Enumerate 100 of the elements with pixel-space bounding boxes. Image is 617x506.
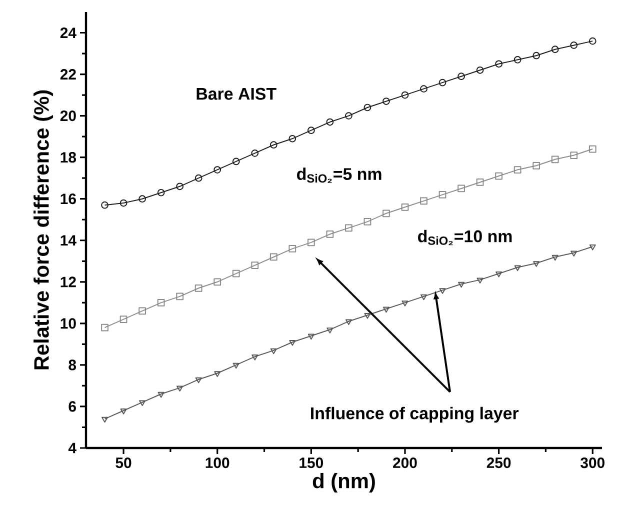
point <box>307 238 315 246</box>
point <box>420 85 428 93</box>
point <box>176 292 184 300</box>
x-tick-label: 150 <box>300 457 324 468</box>
y-tick-label: 12 <box>60 276 76 288</box>
point <box>345 112 352 120</box>
point <box>551 156 559 164</box>
point <box>382 306 390 313</box>
point <box>552 254 558 261</box>
point <box>570 250 578 257</box>
point <box>476 278 484 284</box>
point <box>214 371 221 377</box>
point <box>382 210 390 218</box>
point <box>288 134 296 142</box>
y-axis-title: Relative force difference (%) <box>34 90 54 370</box>
point <box>214 278 222 286</box>
point <box>402 300 408 306</box>
y-tick-label: 24 <box>60 28 76 38</box>
point <box>176 386 184 392</box>
point <box>120 408 127 414</box>
point <box>195 377 202 384</box>
x-tick-label: 250 <box>486 457 511 468</box>
point <box>420 294 428 300</box>
y-tick-label: 14 <box>60 235 76 246</box>
point <box>326 230 334 238</box>
point <box>138 307 146 315</box>
point <box>364 218 372 226</box>
point <box>476 178 484 186</box>
point <box>232 362 240 369</box>
point <box>120 199 128 207</box>
point <box>139 400 146 406</box>
y-tick-label: 16 <box>60 194 76 204</box>
point <box>252 354 258 360</box>
point <box>364 313 371 319</box>
point <box>326 118 334 126</box>
point <box>532 162 540 170</box>
point <box>251 262 259 269</box>
point <box>514 166 522 174</box>
point <box>382 98 390 105</box>
point <box>101 201 108 209</box>
point <box>288 244 296 252</box>
point <box>458 184 465 192</box>
y-tick-label: 22 <box>60 69 76 80</box>
annotation: Influence of capping layer <box>311 406 519 423</box>
point <box>570 42 578 49</box>
point <box>307 126 315 134</box>
point <box>401 91 409 99</box>
point <box>270 141 278 149</box>
point <box>345 319 352 326</box>
point <box>420 197 428 205</box>
point <box>176 182 184 190</box>
point <box>157 188 165 196</box>
point <box>588 37 596 45</box>
point <box>551 46 559 54</box>
point <box>194 284 202 292</box>
point <box>495 172 502 180</box>
y-tick-label: 18 <box>60 152 76 163</box>
point <box>514 56 522 64</box>
point <box>308 334 314 340</box>
point <box>458 282 465 288</box>
point <box>438 78 446 86</box>
point <box>120 316 128 323</box>
point <box>270 348 277 354</box>
x-tick-label: 50 <box>116 457 132 468</box>
y-tick-label: 8 <box>68 360 76 370</box>
x-tick-label: 200 <box>393 457 417 468</box>
point <box>589 244 596 250</box>
x-axis-title: d (nm) <box>312 472 375 492</box>
point <box>458 72 465 80</box>
point <box>438 191 446 198</box>
y-tick-label: 4 <box>68 442 76 454</box>
point <box>401 203 409 211</box>
point <box>532 52 540 60</box>
point <box>345 224 352 232</box>
point <box>158 392 164 398</box>
point <box>232 158 240 166</box>
point <box>101 324 108 332</box>
point <box>495 60 502 68</box>
point <box>496 272 502 278</box>
y-tick-label: 20 <box>60 110 76 122</box>
point <box>232 270 240 278</box>
point <box>157 298 165 306</box>
point <box>476 66 484 74</box>
point <box>289 340 296 346</box>
point <box>214 166 222 174</box>
series-label: d$_{SiO₂}$=10 nm <box>418 230 512 246</box>
point <box>570 152 578 159</box>
point <box>514 265 521 272</box>
x-tick-label: 300 <box>580 457 604 468</box>
series-label: d$_{SiO₂}$=5 nm <box>297 168 382 183</box>
point <box>251 149 259 157</box>
point <box>533 261 540 267</box>
y-tick-label: 6 <box>68 401 76 412</box>
point <box>138 195 146 203</box>
text: Bare AIST <box>196 88 276 100</box>
point <box>588 145 596 153</box>
y-tick-label: 10 <box>60 318 76 329</box>
x-tick-label: 100 <box>206 457 230 468</box>
point <box>270 253 278 261</box>
point <box>439 288 446 294</box>
